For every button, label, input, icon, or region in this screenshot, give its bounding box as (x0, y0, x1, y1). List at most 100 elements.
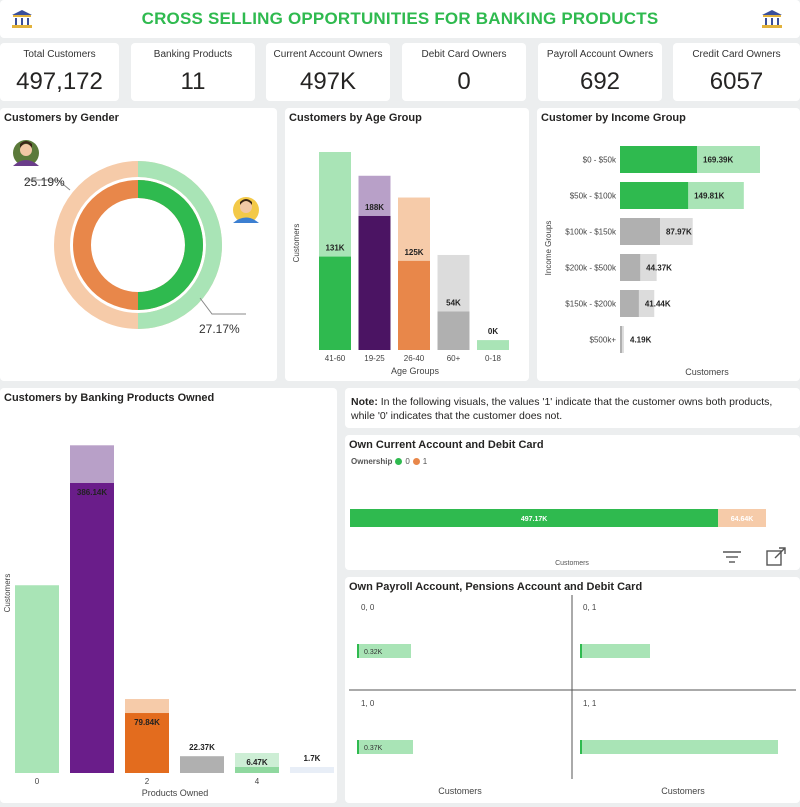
x-tick-label: 26-40 (404, 354, 425, 363)
data-label: 0.32K (364, 649, 383, 656)
kpi-credit-card-owners: Credit Card Owners 6057 (673, 43, 800, 101)
bar (620, 182, 689, 209)
bar (398, 260, 430, 350)
bar (620, 326, 622, 353)
payroll-pensions-chart: 0, 0 0, 1 1, 0 1, 1 Customers Customers … (349, 595, 796, 796)
donut-inner-ring-male (137, 180, 203, 310)
bar (70, 483, 114, 773)
x-axis-label: Customers (661, 786, 705, 796)
bar-target (477, 340, 509, 350)
bar (319, 256, 351, 350)
leader-line (24, 179, 71, 191)
data-label: 22.37K (189, 743, 215, 752)
products-owned-chart: Customers Products Owned 0 386.14K 79.84K 2… (3, 445, 334, 798)
kpi-total-customers: Total Customers 497,172 (0, 43, 119, 101)
female-percent-label: 25.19% (24, 175, 65, 189)
data-label: 131K (325, 244, 344, 253)
donut-outer-ring-male (137, 161, 222, 329)
filter-icon[interactable] (721, 549, 743, 565)
data-label: 386.14K (77, 488, 107, 497)
panel-title: Own Payroll Account, Pensions Account an… (349, 581, 643, 593)
x-tick-label: 2 (145, 777, 150, 786)
kpi-value: 0 (457, 68, 471, 95)
bar-series-1 (718, 509, 766, 527)
header-bar: CROSS SELLING OPPORTUNITIES FOR BANKING … (0, 0, 800, 38)
kpi-label: Debit Card Owners (421, 49, 507, 60)
focus-mode-icon[interactable] (765, 547, 787, 567)
note-panel: Note: In the following visuals, the valu… (345, 388, 800, 428)
bar (15, 585, 59, 773)
panel-label: 1, 0 (361, 699, 375, 708)
bar (620, 218, 660, 245)
x-tick-label: 41-60 (325, 354, 346, 363)
y-tick-label: $0 - $50k (583, 156, 617, 165)
kpi-debit-card-owners: Debit Card Owners 0 (402, 43, 526, 101)
dashboard-title: CROSS SELLING OPPORTUNITIES FOR BANKING … (141, 9, 659, 28)
current-account-debit-chart: Customers 497.17K 64.64K (350, 509, 766, 567)
data-label: 4.19K (630, 336, 652, 345)
note-body: In the following visuals, the values '1'… (351, 396, 773, 422)
data-label: 0K (488, 327, 498, 336)
bar-fill (357, 740, 359, 754)
data-label: 44.37K (646, 264, 672, 273)
income-group-chart: Income Groups Customers $0 - $50k 169.39K… (544, 146, 760, 377)
bar (620, 146, 697, 173)
kpi-value: 6057 (709, 68, 764, 95)
bar-series-0 (350, 509, 719, 527)
kpi-label: Total Customers (23, 49, 96, 60)
bar (580, 740, 778, 754)
panel-label: 1, 1 (583, 699, 597, 708)
bar-fill (580, 644, 582, 658)
kpi-payroll-account-owners: Payroll Account Owners 692 (538, 43, 662, 101)
data-label: 497.17K (521, 516, 547, 523)
ownership-legend: Ownership 0 1 (351, 457, 427, 466)
income-group-panel: Customer by Income Group Income Groups C… (537, 108, 800, 381)
bar (620, 290, 639, 317)
kpi-label: Payroll Account Owners (546, 49, 654, 60)
data-label: 54K (446, 299, 461, 308)
data-label: 6.47K (246, 758, 268, 767)
panel-title: Customer by Income Group (541, 112, 686, 124)
data-label: 79.84K (134, 718, 160, 727)
x-axis-label: Customers (685, 367, 729, 377)
legend-swatch-1 (412, 458, 420, 465)
data-label: 64.64K (731, 516, 754, 523)
note-text: Note: In the following visuals, the valu… (351, 395, 794, 423)
y-axis-label: Income Groups (544, 221, 553, 276)
gender-donut-chart: 25.19% 27.17% (13, 140, 259, 336)
male-percent-label: 27.17% (199, 322, 240, 336)
panel-label: 0, 1 (583, 603, 597, 612)
x-tick-label: 0-18 (485, 354, 502, 363)
y-axis-label: Customers (292, 224, 301, 263)
data-label: 188K (365, 203, 384, 212)
x-axis-label: Products Owned (142, 788, 209, 798)
kpi-value: 692 (579, 68, 621, 95)
data-label: 41.44K (645, 300, 671, 309)
bar (358, 215, 391, 350)
age-group-chart: Customers Age Groups 131K 41-60 188K 19-25 1… (292, 152, 509, 376)
panel-title: Own Current Account and Debit Card (349, 439, 544, 451)
bar (437, 311, 470, 350)
kpi-label: Credit Card Owners (692, 49, 781, 60)
bank-icon (762, 10, 782, 28)
y-tick-label: $500k+ (590, 336, 617, 345)
y-tick-label: $50k - $100k (570, 192, 617, 201)
female-avatar-icon (13, 140, 39, 166)
legend-item-1: 1 (422, 457, 428, 466)
kpi-label: Banking Products (153, 49, 233, 60)
current-account-debit-panel: Own Current Account and Debit Card Owner… (345, 435, 800, 570)
panel-title: Customers by Gender (4, 112, 119, 124)
leader-line (199, 297, 246, 315)
x-tick-label: 19-25 (364, 354, 385, 363)
bar (357, 644, 411, 658)
panel-title: Customers by Age Group (289, 112, 422, 124)
x-axis-label: Customers (555, 560, 589, 567)
products-owned-panel: Customers by Banking Products Owned Cust… (0, 388, 337, 803)
gender-panel: Customers by Gender 25.19% 27.17% (0, 108, 277, 381)
data-label: 87.97K (666, 228, 692, 237)
y-tick-label: $200k - $500k (565, 264, 617, 273)
kpi-current-account-owners: Current Account Owners 497K (266, 43, 390, 101)
bar (235, 767, 279, 773)
data-label: 1.7K (304, 754, 321, 763)
bar (620, 254, 641, 281)
